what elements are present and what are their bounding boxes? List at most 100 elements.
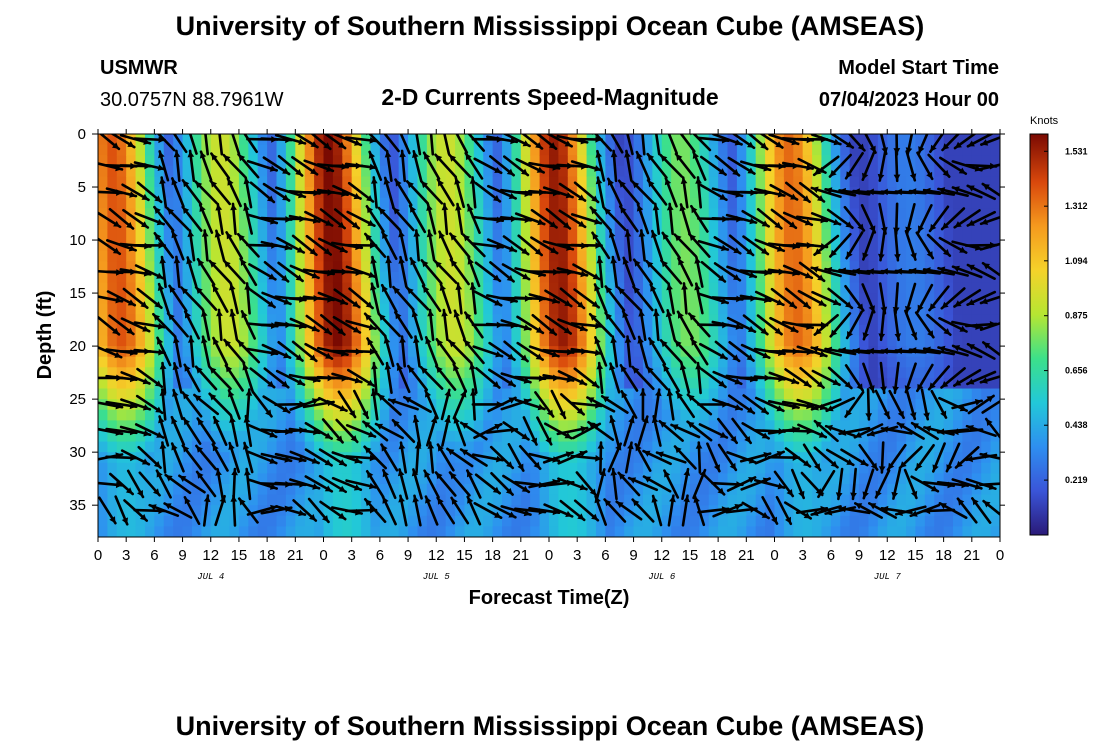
heatmap-cell <box>981 208 992 220</box>
current-vector <box>454 176 466 209</box>
heatmap-cell <box>567 144 578 156</box>
heatmap-cell <box>971 218 982 231</box>
current-vector <box>204 134 209 156</box>
heatmap-cell <box>267 356 278 368</box>
heatmap-cell <box>586 303 597 315</box>
heatmap-cell <box>915 324 926 337</box>
heatmap-cell <box>332 441 343 453</box>
heatmap-cell <box>614 420 625 432</box>
heatmap-cell <box>464 197 475 209</box>
heatmap-cell <box>783 155 794 167</box>
heatmap-cell <box>455 176 466 188</box>
heatmap-cell <box>332 271 343 284</box>
heatmap-cell <box>896 473 907 485</box>
heatmap-cell <box>849 367 860 379</box>
vector-head <box>465 312 472 320</box>
heatmap-cell <box>342 356 353 368</box>
heatmap-cell <box>98 282 108 294</box>
heatmap-cell <box>417 229 428 241</box>
vector-head <box>453 126 459 133</box>
vector-shaft <box>429 134 435 156</box>
heatmap-cell <box>671 483 682 496</box>
heatmap-cell <box>736 367 747 379</box>
heatmap-cell <box>408 144 419 156</box>
vector-head <box>171 417 178 425</box>
heatmap-cell <box>765 420 776 432</box>
current-vector <box>332 184 362 200</box>
heatmap-cell <box>774 441 785 453</box>
heatmap-cell <box>276 293 287 305</box>
heatmap-cell <box>671 240 682 252</box>
heatmap-cell <box>830 526 841 537</box>
heatmap-cell <box>718 462 729 474</box>
heatmap-cell <box>426 208 437 220</box>
current-vector <box>398 229 408 262</box>
heatmap-cell <box>455 388 466 400</box>
vector-head <box>170 127 176 134</box>
vector-head <box>159 389 167 396</box>
vector-head <box>157 164 165 171</box>
vector-head <box>507 353 515 360</box>
heatmap-cell <box>990 335 1000 347</box>
heatmap-cell <box>483 176 494 188</box>
current-vector <box>321 418 344 444</box>
heatmap-cell <box>191 346 202 358</box>
heatmap-cell <box>633 420 644 432</box>
heatmap-cell <box>934 314 945 326</box>
current-vector <box>317 291 349 306</box>
heatmap-cell <box>163 187 174 199</box>
heatmap-cell <box>135 399 146 411</box>
heatmap-cell <box>436 399 447 411</box>
heatmap-cell <box>549 282 559 294</box>
heatmap-cell <box>783 377 794 390</box>
heatmap-cell <box>708 197 719 209</box>
heatmap-cell <box>605 155 616 167</box>
heatmap-cell <box>906 303 917 315</box>
heatmap-cell <box>736 430 747 443</box>
heatmap-cell <box>492 356 503 368</box>
heatmap-cell <box>746 303 757 315</box>
heatmap-cell <box>962 388 973 400</box>
vector-head <box>238 154 246 162</box>
heatmap-cell <box>267 483 278 496</box>
heatmap-cell <box>746 494 757 506</box>
heatmap-cell <box>595 144 606 156</box>
heatmap-cell <box>163 229 174 241</box>
heatmap-cell <box>812 218 823 231</box>
heatmap-cell <box>464 430 475 443</box>
heatmap-cell <box>455 377 466 390</box>
current-vector <box>108 314 135 336</box>
heatmap-cell <box>98 324 108 337</box>
heatmap-cell <box>144 314 155 326</box>
heatmap-cell <box>408 420 419 432</box>
heatmap-cell <box>502 377 513 390</box>
heatmap-cell <box>135 462 146 474</box>
heatmap-cell <box>201 367 212 379</box>
current-vector <box>120 449 151 466</box>
heatmap-cell <box>774 388 785 400</box>
heatmap-cell <box>877 165 888 178</box>
heatmap-cell <box>971 473 982 485</box>
heatmap-cell <box>238 250 249 262</box>
heatmap-cell <box>191 399 202 411</box>
heatmap-cell <box>727 144 738 156</box>
heatmap-cell <box>389 452 400 464</box>
heatmap-cell <box>783 250 794 262</box>
heatmap-cell <box>238 134 249 146</box>
heatmap-cell <box>455 515 466 527</box>
heatmap-cell <box>295 515 306 527</box>
vector-head <box>213 338 220 345</box>
vector-head <box>169 285 176 293</box>
heatmap-cell <box>633 409 644 421</box>
heatmap-cell <box>736 165 747 178</box>
heatmap-cell <box>896 515 907 527</box>
heatmap-cell <box>614 314 625 326</box>
heatmap-cell <box>502 176 513 188</box>
heatmap-cell <box>220 399 231 411</box>
current-vector <box>307 497 330 524</box>
heatmap-cell <box>633 452 644 464</box>
heatmap-cell <box>445 346 456 358</box>
vector-head <box>187 336 195 343</box>
heatmap-cell <box>144 303 155 315</box>
heatmap-cell <box>708 377 719 390</box>
